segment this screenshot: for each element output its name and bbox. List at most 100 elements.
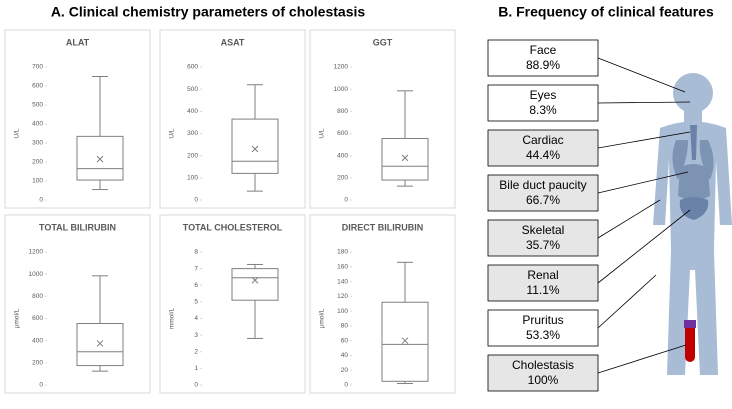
feature-box (487, 309, 599, 347)
y-tick-label: 800 (337, 108, 348, 115)
y-tick-label: 0 (194, 382, 198, 389)
mean-marker (401, 154, 409, 162)
feature-box (487, 39, 599, 77)
feature-box (487, 219, 599, 257)
mean-marker (401, 337, 409, 345)
y-tick-label: 200 (32, 159, 43, 166)
y-tick-label: 500 (32, 102, 43, 109)
connector (597, 199, 661, 239)
y-axis-label: µmol/L (14, 308, 21, 328)
feature-value: 66.7% (526, 193, 560, 207)
y-axis-label: U/L (14, 128, 21, 139)
y-tick-label: 700 (32, 64, 43, 71)
y-tick-label: 0 (194, 197, 198, 204)
body-illustration (653, 73, 732, 375)
y-tick-label: 60 (341, 337, 349, 344)
mean-marker (251, 276, 259, 284)
y-tick-label: 400 (187, 108, 198, 115)
chart-panel (4, 214, 151, 394)
feature-label: Pruritus (522, 313, 563, 327)
feature-box (487, 354, 599, 392)
y-tick-label: 1000 (334, 86, 349, 93)
y-tick-label: 200 (337, 175, 348, 182)
y-tick-label: 200 (187, 152, 198, 159)
mean-marker (96, 340, 104, 347)
feature-box (487, 84, 599, 122)
panel-a-title: A. Clinical chemistry parameters of chol… (51, 4, 366, 20)
mean-marker (251, 145, 259, 153)
y-tick-label: 80 (341, 323, 349, 330)
y-tick-label: 600 (32, 315, 43, 322)
y-tick-label: 7 (194, 265, 198, 272)
y-axis-label: U/L (169, 128, 176, 139)
y-tick-label: 5 (194, 299, 198, 306)
y-tick-label: 120 (337, 293, 348, 300)
connector (597, 57, 686, 93)
y-tick-label: 6 (194, 282, 198, 289)
feature-box (487, 264, 599, 302)
y-tick-label: 100 (337, 308, 348, 315)
y-axis-label: U/L (319, 128, 326, 139)
box (231, 268, 279, 301)
y-tick-label: 40 (341, 352, 349, 359)
y-tick-label: 0 (344, 382, 348, 389)
chart-panel (309, 29, 456, 209)
y-tick-label: 8 (194, 249, 198, 256)
y-tick-label: 1000 (29, 271, 44, 278)
connector (597, 344, 687, 374)
feature-label: Cardiac (522, 133, 563, 147)
y-tick-label: 300 (32, 140, 43, 147)
box (381, 137, 429, 181)
feature-label: Face (530, 43, 557, 57)
feature-box (487, 174, 599, 212)
y-tick-label: 180 (337, 249, 348, 256)
chart-panel (4, 29, 151, 209)
feature-label: Skeletal (522, 223, 565, 237)
feature-value: 11.1% (526, 283, 559, 297)
chart-title: ASAT (221, 37, 245, 47)
connector (597, 101, 691, 104)
y-tick-label: 1200 (334, 64, 349, 71)
connector (597, 171, 689, 194)
y-tick-label: 400 (32, 337, 43, 344)
feature-label: Eyes (530, 88, 557, 102)
y-tick-label: 600 (32, 83, 43, 90)
box (381, 301, 429, 382)
y-tick-label: 2 (194, 348, 198, 355)
y-axis-label: mmol/L (169, 307, 176, 329)
box (76, 322, 124, 367)
connector (597, 274, 657, 329)
y-tick-label: 1200 (29, 249, 44, 256)
feature-label: Bile duct paucity (499, 178, 586, 192)
y-tick-label: 800 (32, 293, 43, 300)
box (76, 135, 124, 181)
y-tick-label: 400 (337, 152, 348, 159)
chart-title: TOTAL BILIRUBIN (39, 222, 116, 232)
y-tick-label: 0 (39, 197, 43, 204)
connector (597, 209, 691, 284)
feature-value: 44.4% (526, 148, 560, 162)
y-tick-label: 400 (32, 121, 43, 128)
y-tick-label: 3 (194, 332, 198, 339)
y-tick-label: 300 (187, 130, 198, 137)
connector (597, 131, 691, 149)
feature-value: 8.3% (529, 103, 557, 117)
y-tick-label: 0 (39, 382, 43, 389)
y-tick-label: 600 (187, 64, 198, 71)
feature-label: Cholestasis (512, 358, 574, 372)
y-tick-label: 200 (32, 360, 43, 367)
y-tick-label: 160 (337, 263, 348, 270)
chart-title: TOTAL CHOLESTEROL (183, 222, 283, 232)
y-tick-label: 20 (341, 367, 349, 374)
chart-title: GGT (373, 37, 393, 47)
y-tick-label: 1 (194, 365, 198, 372)
feature-label: Renal (527, 268, 558, 282)
chart-title: ALAT (66, 37, 90, 47)
mean-marker (96, 155, 104, 163)
y-tick-label: 4 (194, 315, 198, 322)
y-tick-label: 500 (187, 86, 198, 93)
feature-value: 100% (528, 373, 559, 387)
chart-title: DIRECT BILIRUBIN (342, 222, 424, 232)
box (231, 118, 279, 174)
